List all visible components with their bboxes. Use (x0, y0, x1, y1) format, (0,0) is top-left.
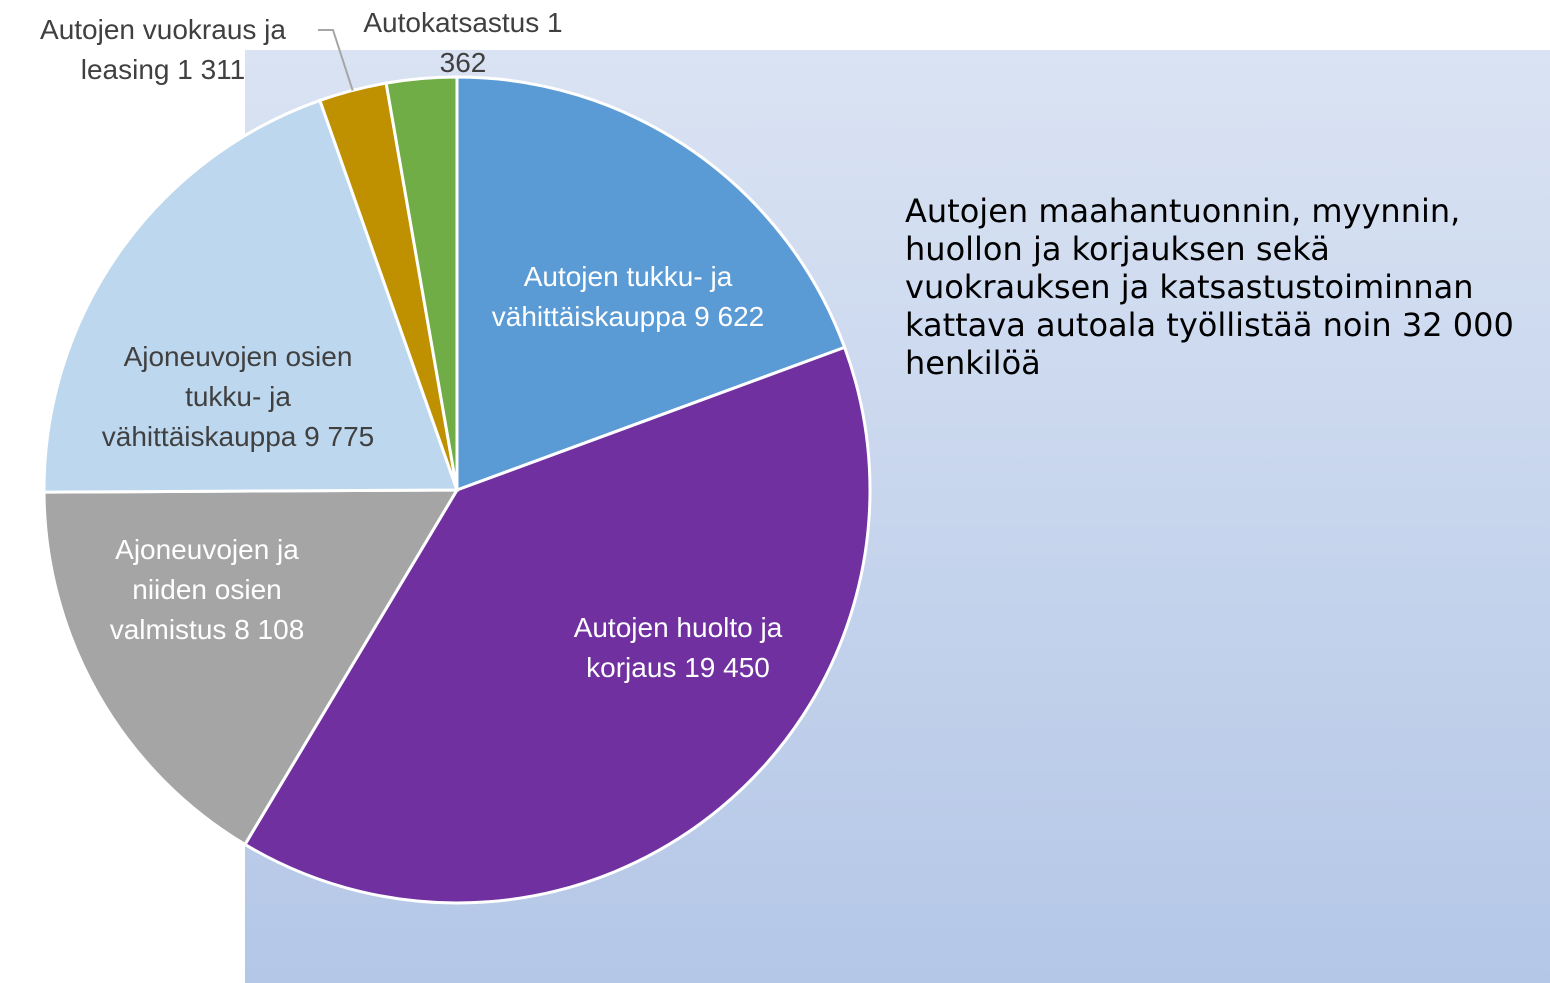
category-label: Autojen huolto ja korjaus (573, 612, 783, 683)
category-label: Ajoneuvojen ja niiden osien valmistus (109, 534, 299, 645)
slice-label: Autojen huolto ja korjaus 19 450 (533, 608, 823, 688)
value-label: 1 311 (177, 54, 246, 85)
pie-slice (455, 75, 847, 493)
category-label: Ajoneuvojen osien tukku- ja vähittäiskau… (101, 341, 353, 452)
slice-label: Ajoneuvojen ja niiden osien valmistus 8 … (77, 530, 337, 650)
value-label: 1 362 (439, 7, 563, 78)
value-label: 9 622 (694, 301, 765, 332)
pie-slice (384, 75, 459, 491)
pie-slice (242, 345, 872, 905)
category-label: Autokatsastus (363, 7, 540, 38)
value-label: 8 108 (234, 614, 305, 645)
slice-label: Autokatsastus 1 362 (348, 3, 578, 83)
annotation: Autojen maahantuonnin, myynnin, huollon … (905, 192, 1514, 382)
value-label: 19 450 (684, 652, 770, 683)
slice-label: Autojen tukku- ja vähittäiskauppa 9 622 (488, 257, 768, 337)
value-label: 9 775 (304, 421, 375, 452)
pie-slice (42, 488, 460, 847)
leader-line (318, 29, 354, 91)
category-label: Autojen tukku- ja vähittäiskauppa (491, 261, 733, 332)
category-label: Autojen vuokraus ja leasing (40, 14, 286, 85)
slice-label: Autojen vuokraus ja leasing 1 311 (0, 10, 328, 90)
slice-label: Ajoneuvojen osien tukku- ja vähittäiskau… (88, 337, 388, 457)
